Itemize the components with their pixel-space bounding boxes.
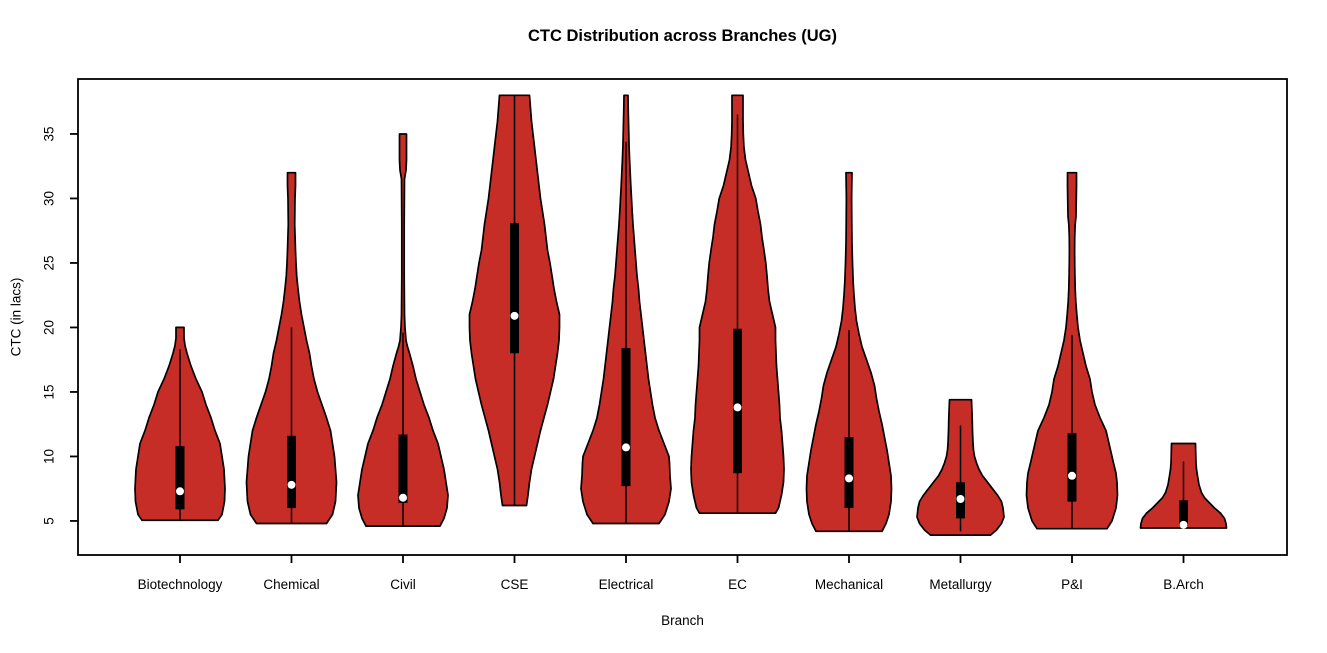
iqr-box-B.Arch (1179, 500, 1188, 527)
x-axis-title: Branch (661, 613, 704, 628)
median-dot-P&I (1068, 471, 1076, 480)
median-dot-EC (733, 403, 742, 412)
iqr-box-Civil (398, 434, 408, 503)
x-tick-label: B.Arch (1163, 577, 1204, 592)
x-tick-label: Chemical (263, 577, 319, 592)
y-tick-label: 20 (42, 320, 57, 335)
y-tick-label: 25 (42, 255, 57, 270)
median-dot-Civil (399, 493, 407, 502)
x-tick-label: CSE (501, 577, 529, 592)
median-dot-Biotechnology (176, 487, 184, 496)
violin-Civil (357, 133, 449, 527)
iqr-box-Electrical (621, 348, 631, 487)
x-tick-label: Civil (390, 577, 416, 592)
y-tick-label: 35 (42, 126, 57, 141)
median-dot-B.Arch (1179, 520, 1188, 529)
iqr-box-Biotechnology (175, 446, 185, 510)
median-dot-CSE (510, 311, 519, 320)
x-tick-label: Metallurgy (929, 577, 992, 592)
median-dot-Mechanical (845, 474, 853, 483)
x-tick-label: EC (728, 577, 747, 592)
x-tick-label: Electrical (599, 577, 654, 592)
median-dot-Metallurgy (956, 495, 965, 504)
iqr-box-EC (733, 328, 742, 474)
x-tick-label: Mechanical (815, 577, 883, 592)
iqr-box-Chemical (287, 435, 296, 509)
iqr-box-P&I (1067, 433, 1077, 502)
y-tick-label: 15 (42, 384, 57, 399)
chart-title: CTC Distribution across Branches (UG) (528, 27, 837, 45)
y-tick-label: 5 (42, 517, 57, 525)
x-tick-label: P&I (1061, 577, 1083, 592)
plot-box (77, 78, 1288, 556)
x-tick-label: Biotechnology (138, 577, 223, 592)
median-dot-Chemical (287, 480, 296, 489)
iqr-box-Mechanical (844, 437, 854, 509)
median-dot-Electrical (622, 443, 630, 452)
y-tick-label: 10 (42, 449, 57, 464)
y-tick-label: 30 (42, 191, 57, 206)
iqr-box-CSE (510, 222, 519, 354)
